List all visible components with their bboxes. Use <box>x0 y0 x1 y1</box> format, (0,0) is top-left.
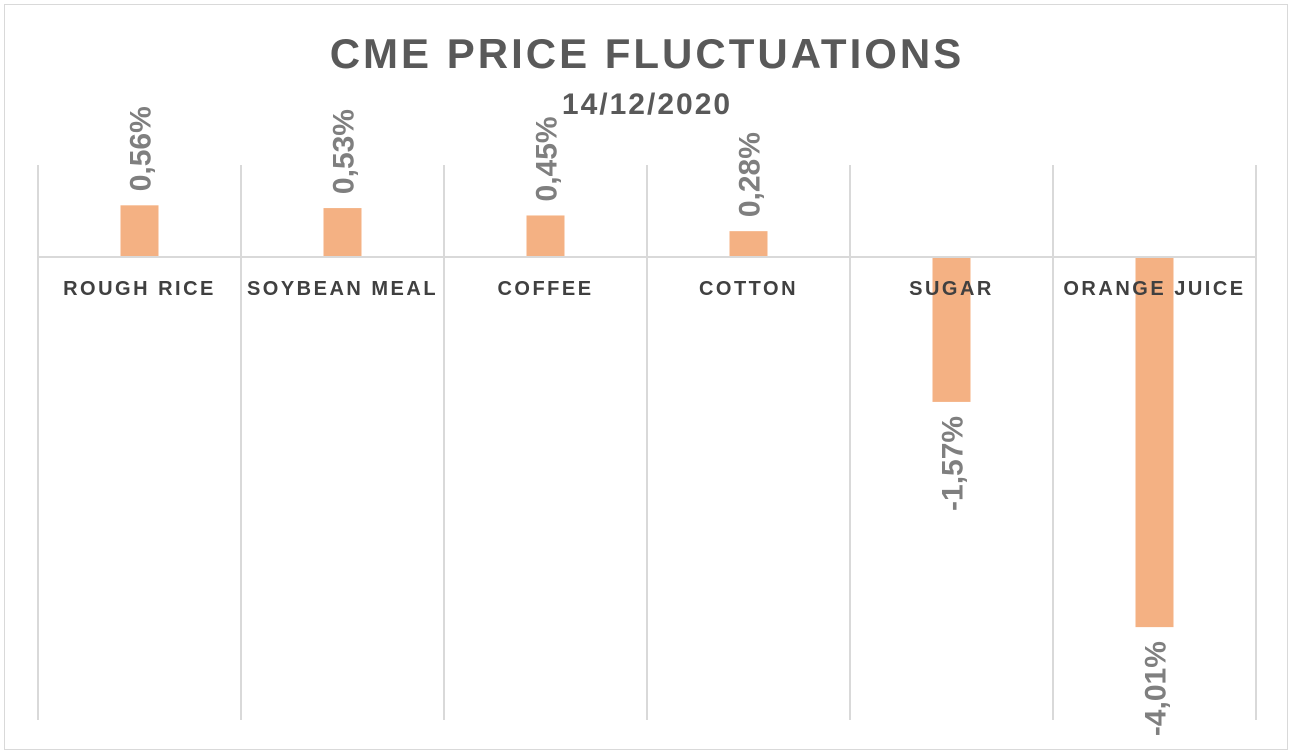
bar <box>323 208 362 257</box>
bar <box>932 257 971 402</box>
category-label: SUGAR <box>909 278 994 300</box>
bar <box>1135 257 1174 628</box>
data-label: -4,01% <box>1140 641 1173 736</box>
data-label: 0,56% <box>125 106 158 191</box>
category-label: COTTON <box>699 278 798 300</box>
category-label: SOYBEAN MEAL <box>247 278 438 300</box>
category-label: COFFEE <box>497 278 593 300</box>
data-label: 0,28% <box>734 132 767 217</box>
category-label: ROUGH RICE <box>63 278 216 300</box>
category-label: ORANGE JUICE <box>1063 278 1245 300</box>
data-label: 0,53% <box>328 109 361 194</box>
chart-title: CME PRICE FLUCTUATIONS <box>329 30 965 77</box>
bar <box>120 205 159 257</box>
chart-subtitle: 14/12/2020 <box>561 88 733 121</box>
data-label: 0,45% <box>531 116 564 201</box>
bar <box>526 215 565 257</box>
data-label: -1,57% <box>937 416 970 511</box>
bar <box>729 231 768 257</box>
